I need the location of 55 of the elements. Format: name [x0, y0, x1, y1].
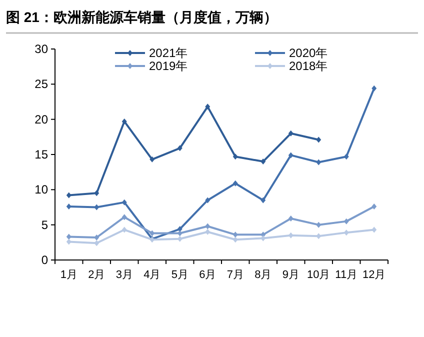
- point: [372, 226, 377, 233]
- point: [205, 223, 210, 230]
- point: [372, 204, 377, 210]
- point: [288, 216, 294, 222]
- legend-label: 2019年: [149, 59, 188, 73]
- x-tick-label: 2月: [88, 269, 106, 281]
- y-tick-label: 30: [34, 42, 48, 56]
- point: [232, 180, 238, 186]
- point: [260, 158, 266, 165]
- point: [122, 214, 127, 220]
- point: [150, 156, 155, 162]
- point: [372, 85, 377, 92]
- point: [232, 154, 238, 160]
- point: [66, 192, 72, 198]
- y-tick-label: 0: [41, 253, 48, 267]
- point: [122, 226, 127, 233]
- point: [177, 145, 182, 152]
- x-tick-label: 5月: [171, 269, 188, 281]
- point: [66, 204, 72, 210]
- x-tick-label: 8月: [254, 269, 272, 281]
- x-tick-label: 3月: [116, 269, 133, 281]
- point: [232, 232, 238, 238]
- y-tick-label: 10: [34, 182, 48, 197]
- point: [122, 199, 127, 206]
- point: [66, 234, 72, 240]
- x-tick-label: 6月: [199, 269, 216, 281]
- y-tick-label: 15: [34, 148, 48, 162]
- x-tick-label: 1月: [60, 269, 78, 281]
- point: [66, 238, 72, 245]
- legend-label: 2021年: [149, 46, 188, 60]
- x-tick-label: 7月: [226, 269, 244, 281]
- x-tick-label: 12月: [362, 269, 386, 281]
- point: [205, 197, 210, 204]
- point: [260, 197, 266, 204]
- y-tick-label: 5: [41, 218, 48, 232]
- point: [205, 228, 210, 235]
- x-tick-label: 4月: [144, 269, 161, 281]
- chart-title: 图 21：欧洲新能源车销量（月度值，万辆）: [6, 9, 278, 25]
- y-tick-label: 25: [34, 77, 48, 92]
- point: [94, 190, 100, 196]
- point: [288, 152, 294, 158]
- point: [94, 204, 100, 210]
- legend-label: 2020年: [289, 46, 328, 60]
- point: [316, 136, 322, 143]
- y-tick-label: 20: [34, 112, 48, 126]
- x-tick-label: 10月: [307, 269, 330, 281]
- x-tick-label: 11月: [335, 269, 358, 281]
- point: [288, 130, 294, 136]
- legend-label: 2018年: [289, 59, 328, 73]
- x-tick-label: 9月: [282, 269, 300, 281]
- point: [316, 159, 322, 166]
- point: [122, 118, 127, 124]
- point: [205, 104, 210, 110]
- point: [344, 218, 349, 224]
- point: [94, 234, 100, 240]
